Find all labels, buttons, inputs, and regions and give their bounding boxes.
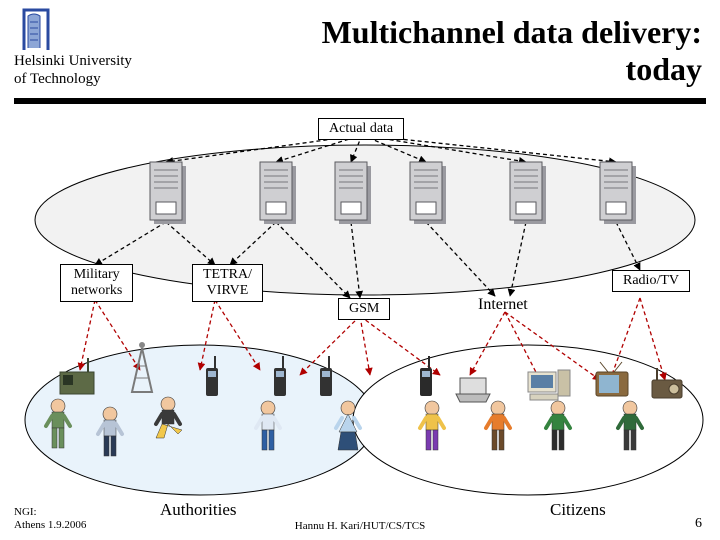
footer-page: 6 [695,516,702,532]
label-internet: Internet [478,296,528,314]
server-icon [150,162,186,224]
edge [360,316,370,375]
label-radio-tv: Radio/TV [612,270,690,292]
server-icon [410,162,446,224]
label-authorities: Authorities [160,500,237,520]
laptop-icon [456,378,490,402]
radio-icon [652,368,682,398]
label-citizens: Citizens [550,500,606,520]
authorities-cloud [25,345,375,495]
server-icon [510,162,546,224]
server-icon [335,162,371,224]
pc-icon [528,370,570,400]
footer-center: Hannu H. Kari/HUT/CS/TCS [0,520,720,532]
label-gsm: GSM [338,298,390,320]
server-icon [600,162,636,224]
server-icon [260,162,296,224]
label-actual-data: Actual data [318,118,404,140]
milradio-icon [60,358,94,394]
footer-left-line1: NGI: [14,506,37,518]
handset-icon [320,356,332,396]
citizens-cloud [353,345,703,495]
label-military: Military networks [60,264,133,302]
label-tetra: TETRA/ VIRVE [192,264,263,302]
